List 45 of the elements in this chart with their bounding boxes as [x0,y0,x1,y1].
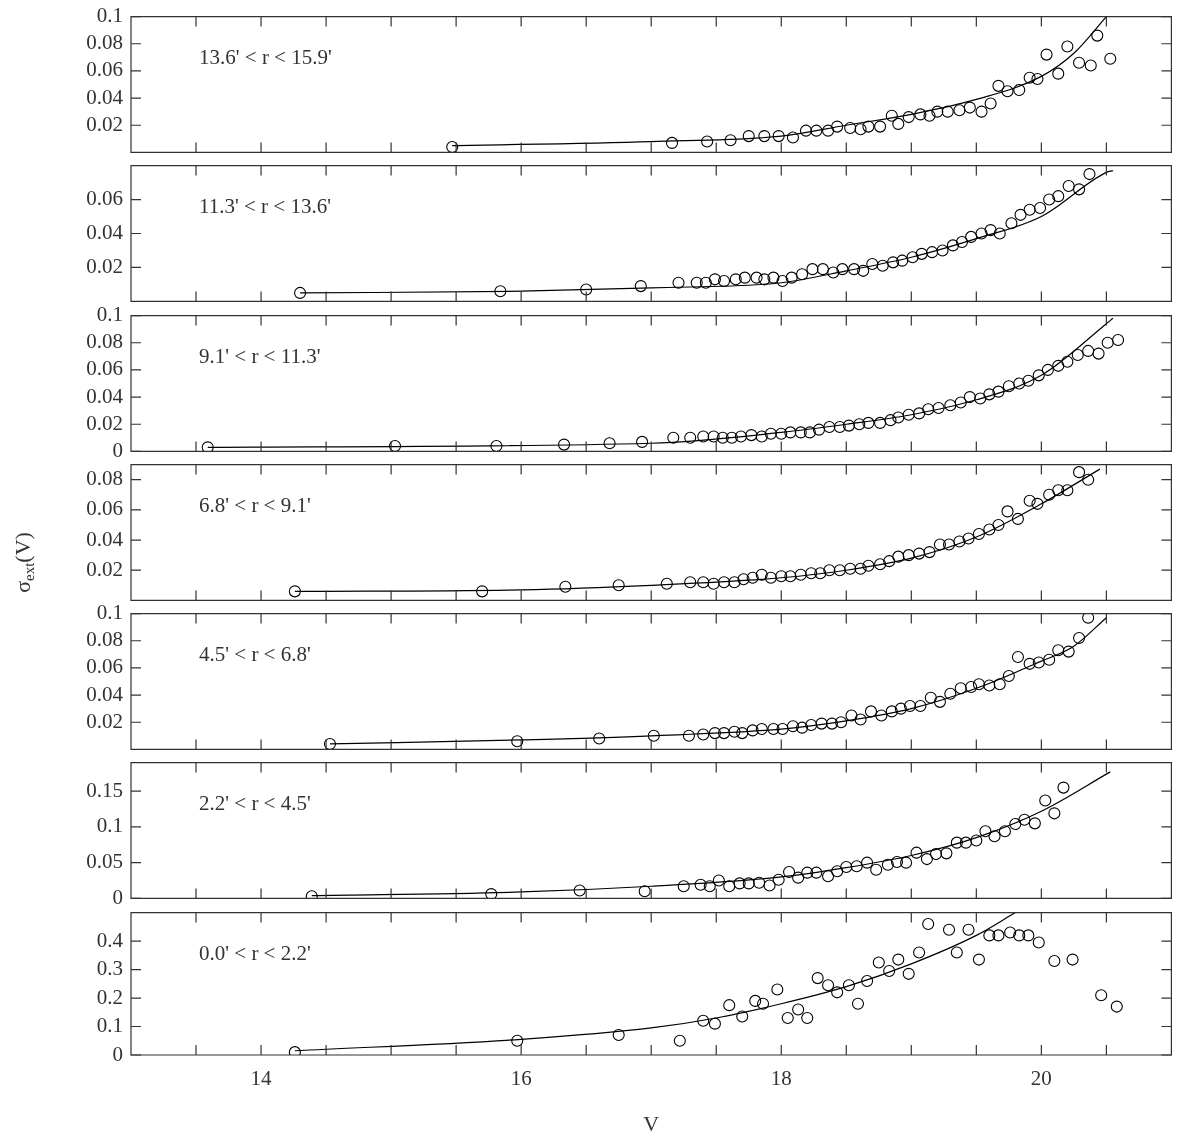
y-tick-label: 0.02 [86,556,123,581]
y-tick-label: 0 [112,885,123,910]
y-tick-label: 0.2 [96,984,123,1009]
y-tick-label: 0.02 [86,254,123,279]
x-tick-label: 20 [1030,1065,1052,1090]
y-axis-title: σext(V) [9,531,37,593]
y-tick-label: 0.08 [86,30,123,55]
y-tick-label: 0.02 [86,410,123,435]
y-tick-label: 0.04 [86,526,124,551]
annotation: 2.2' < r < 4.5' [199,791,311,816]
y-tick-label: 0.04 [86,681,124,706]
x-tick-label: 18 [770,1065,792,1090]
y-tick-label: 0.06 [86,186,123,211]
y-tick-label: 0.1 [96,3,123,28]
annotation: 6.8' < r < 9.1' [199,492,311,517]
y-tick-label: 0.02 [86,708,123,733]
annotation: 11.3' < r < 13.6' [199,194,331,219]
y-tick-label: 0.08 [86,466,123,491]
y-tick-label: 0.3 [96,955,123,980]
y-tick-label: 0 [112,437,123,462]
y-tick-label: 0.08 [86,627,123,652]
y-tick-label: 0 [112,1041,123,1066]
y-tick-label: 0.1 [96,1012,123,1037]
y-tick-label: 0.4 [96,927,124,952]
annotation: 0.0' < r < 2.2' [199,940,311,965]
y-tick-label: 0.15 [86,778,123,803]
y-tick-label: 0.06 [86,654,123,679]
annotation: 9.1' < r < 11.3' [199,343,321,368]
y-tick-label: 0.04 [86,220,124,245]
y-tick-label: 0.05 [86,849,123,874]
x-tick-label: 14 [250,1065,273,1090]
y-tick-label: 0.06 [86,57,123,82]
y-tick-label: 0.1 [96,813,123,838]
annotation: 4.5' < r < 6.8' [199,642,311,667]
annotation: 13.6' < r < 15.9' [199,45,332,70]
y-tick-label: 0.02 [86,111,123,136]
x-tick-label: 16 [510,1065,532,1090]
y-tick-label: 0.04 [86,383,124,408]
y-tick-label: 0.1 [96,600,123,625]
y-tick-label: 0.04 [86,84,124,109]
y-tick-label: 0.06 [86,356,123,380]
x-axis-title: V [643,1110,660,1136]
y-tick-label: 0.06 [86,496,123,521]
y-tick-label: 0.08 [86,328,123,353]
y-tick-label: 0.1 [96,301,123,326]
